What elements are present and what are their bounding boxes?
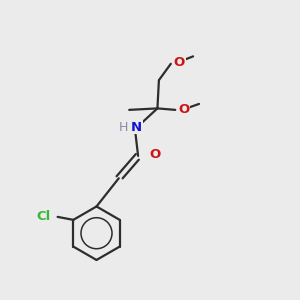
Text: Cl: Cl: [37, 210, 51, 224]
Text: O: O: [149, 148, 161, 161]
Text: O: O: [174, 56, 185, 69]
Text: N: N: [131, 121, 142, 134]
Text: H: H: [118, 121, 128, 134]
Text: O: O: [178, 103, 190, 116]
